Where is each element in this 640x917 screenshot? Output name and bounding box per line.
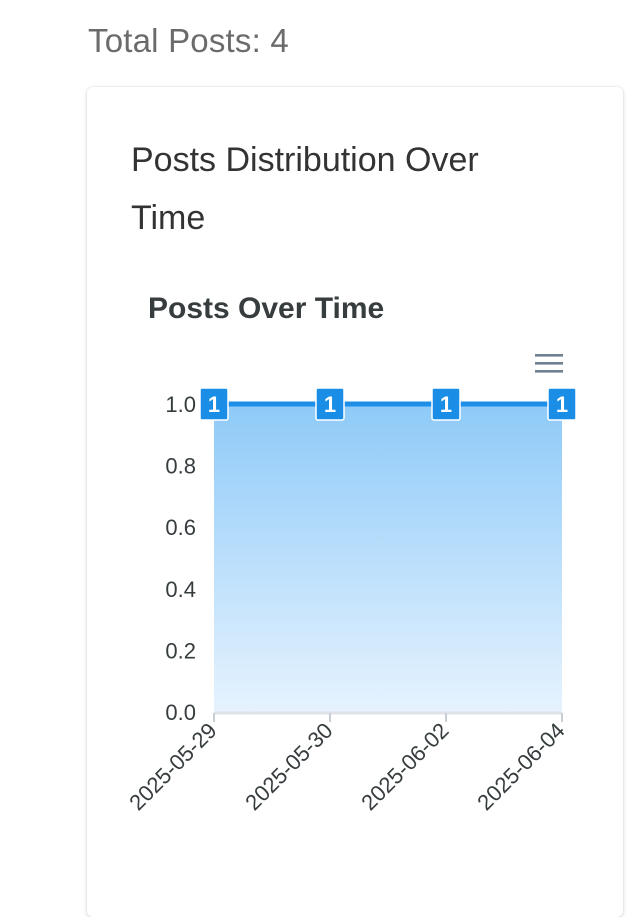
x-tick-label: 2025-06-04 [472, 718, 569, 815]
card-title: Posts Distribution Over Time [131, 141, 479, 237]
x-axis-ticks: 2025-05-29 2025-05-30 2025-06-02 2025-06-04 [124, 718, 569, 815]
data-label-value: 1 [208, 392, 220, 417]
y-tick-label: 0.6 [165, 515, 196, 540]
x-tick-label: 2025-05-29 [124, 718, 221, 815]
data-label-value: 1 [556, 392, 568, 417]
data-label: 1 [315, 387, 345, 421]
data-label-box [199, 387, 229, 421]
chart-title: Posts Over Time [148, 292, 384, 325]
y-tick-label: 0.2 [165, 638, 196, 663]
y-tick-label: 0.4 [165, 577, 196, 602]
y-tick-label: 0.8 [165, 454, 196, 479]
x-tick-label: 2025-06-02 [356, 718, 453, 815]
data-label-value: 1 [440, 392, 452, 417]
data-label-box [431, 387, 461, 421]
data-label: 1 [199, 387, 229, 421]
area-layer [214, 401, 562, 712]
y-axis-ticks: 0.0 0.2 0.4 0.6 0.8 1.0 [165, 392, 196, 725]
y-tick-label: 0.0 [165, 700, 196, 725]
x-tick-label: 2025-05-30 [240, 718, 337, 815]
data-label: 1 [547, 387, 577, 421]
data-label: 1 [431, 387, 461, 421]
data-labels: 1 1 1 1 [199, 387, 577, 421]
posts-area-chart: Posts Over Time 0.0 0.2 0.4 0.6 0.8 1.0 2025-… [124, 292, 577, 815]
series-area [214, 404, 562, 712]
x-axis [213, 711, 563, 722]
total-posts-count: Total Posts: 4 [88, 22, 289, 59]
hamburger-menu-icon[interactable] [535, 354, 563, 373]
data-label-box [315, 387, 345, 421]
data-label-box [547, 387, 577, 421]
y-tick-label: 1.0 [165, 392, 196, 417]
data-label-value: 1 [324, 392, 336, 417]
